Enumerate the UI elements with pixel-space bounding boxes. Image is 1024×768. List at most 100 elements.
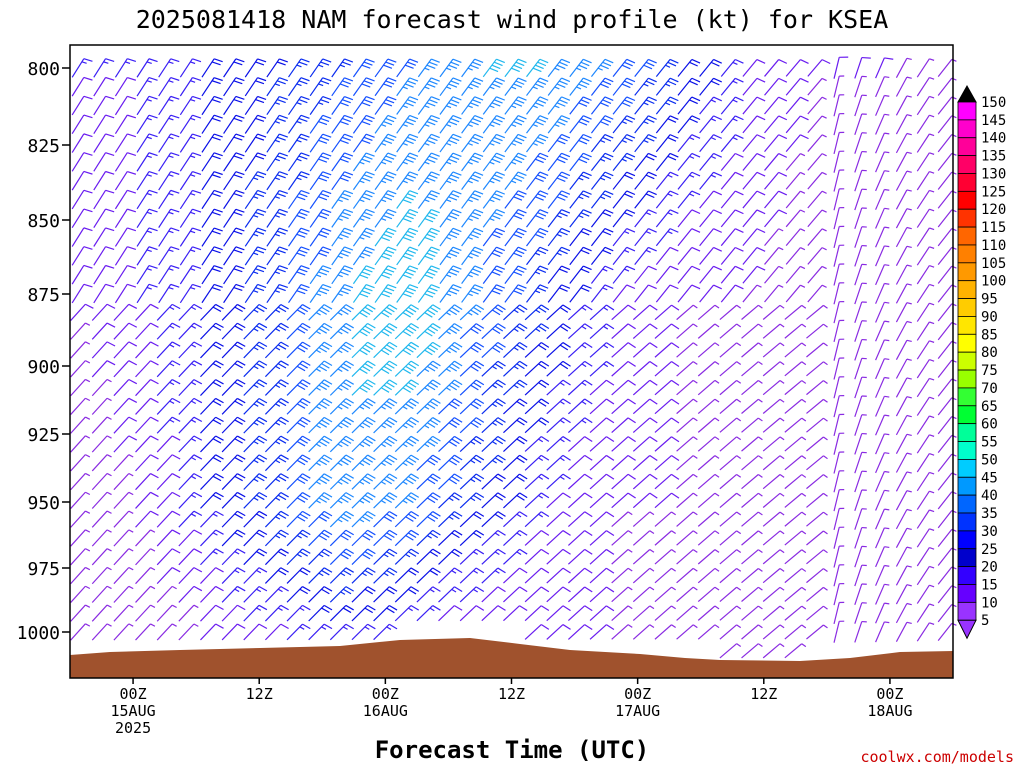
wind-barb xyxy=(547,171,571,190)
wind-barb xyxy=(243,360,268,378)
colorbar-label: 90 xyxy=(981,309,998,325)
wind-barb xyxy=(156,397,181,415)
wind-barb xyxy=(438,473,463,490)
wind-barb xyxy=(288,58,310,78)
wind-barb xyxy=(634,209,657,228)
x-tick-label: 12Z xyxy=(498,685,525,703)
wind-barb xyxy=(807,171,827,190)
wind-barb xyxy=(396,171,419,191)
wind-barb xyxy=(438,511,463,528)
wind-barb xyxy=(459,304,485,321)
wind-barb xyxy=(461,77,484,96)
wind-barb xyxy=(677,265,701,284)
wind-barb xyxy=(503,492,528,509)
wind-barb xyxy=(309,265,332,285)
wind-barb xyxy=(916,171,935,191)
wind-barb xyxy=(526,246,549,266)
wind-barb xyxy=(612,209,636,228)
wind-barb xyxy=(697,379,720,396)
wind-barb xyxy=(546,342,571,358)
colorbar-swatch xyxy=(957,512,977,532)
wind-barb xyxy=(352,208,375,228)
wind-barb xyxy=(833,564,845,587)
wind-barb xyxy=(526,209,549,228)
wind-barb xyxy=(266,265,288,285)
wind-barb xyxy=(481,417,506,434)
wind-barb xyxy=(331,152,354,172)
wind-barb xyxy=(113,604,134,622)
y-tick-label: 975 xyxy=(27,559,60,580)
wind-barb xyxy=(308,473,333,490)
wind-barb xyxy=(286,548,311,566)
wind-barb xyxy=(373,623,398,641)
wind-barb xyxy=(762,455,785,471)
wind-barb xyxy=(352,77,375,97)
wind-barb xyxy=(589,586,615,603)
wind-barb xyxy=(351,454,376,471)
wind-barb xyxy=(546,548,571,565)
wind-barb xyxy=(135,529,156,547)
wind-barb xyxy=(179,152,202,172)
wind-barb xyxy=(764,77,788,96)
wind-barb xyxy=(459,511,485,528)
wind-barb xyxy=(503,304,528,321)
wind-barb xyxy=(331,265,354,285)
wind-barb xyxy=(720,115,744,134)
colorbar-swatch xyxy=(957,316,977,335)
wind-barb xyxy=(762,398,785,414)
wind-barb xyxy=(135,303,159,321)
wind-barb xyxy=(93,208,115,229)
wind-barb xyxy=(136,208,158,228)
wind-barb xyxy=(351,398,376,415)
wind-barb xyxy=(482,77,505,96)
wind-barb xyxy=(266,77,288,97)
wind-barb xyxy=(589,360,615,377)
wind-barb xyxy=(632,549,655,565)
wind-barb xyxy=(482,115,505,134)
wind-barb xyxy=(351,492,376,509)
wind-barb xyxy=(854,526,867,549)
wind-barb xyxy=(286,398,311,415)
wind-barb xyxy=(785,247,806,265)
wind-barb xyxy=(113,435,138,453)
wind-barb xyxy=(875,470,890,492)
wind-barb xyxy=(329,435,354,453)
wind-barb xyxy=(201,114,223,134)
wind-barb xyxy=(875,132,890,154)
wind-barb xyxy=(481,567,506,584)
wind-barb xyxy=(71,133,93,153)
wind-barb xyxy=(612,134,636,153)
wind-barb xyxy=(875,489,890,511)
wind-barb xyxy=(179,189,202,210)
wind-barb xyxy=(135,548,156,566)
wind-barb xyxy=(416,511,441,528)
wind-barb xyxy=(438,605,463,622)
wind-barb xyxy=(396,284,419,303)
colorbar-swatch xyxy=(957,137,977,157)
colorbar-label: 25 xyxy=(981,542,998,558)
wind-barb xyxy=(742,134,766,153)
wind-barb xyxy=(785,153,806,171)
colorbar-swatch xyxy=(957,423,977,442)
wind-barb xyxy=(719,379,742,396)
wind-barb xyxy=(916,584,935,604)
wind-barb xyxy=(697,361,720,377)
wind-barb xyxy=(156,510,181,528)
wind-barb xyxy=(416,454,441,471)
wind-barb xyxy=(833,188,845,211)
wind-barb xyxy=(156,341,181,359)
wind-barb xyxy=(91,585,112,603)
wind-barb xyxy=(374,77,397,97)
wind-barb xyxy=(504,96,527,115)
wind-barb xyxy=(503,454,528,471)
wind-barb xyxy=(288,77,310,97)
wind-barb xyxy=(676,398,698,415)
colorbar-swatch xyxy=(957,601,977,621)
wind-barb xyxy=(136,95,158,116)
wind-barb xyxy=(589,624,615,640)
wind-barb xyxy=(764,134,788,153)
wind-barb xyxy=(895,377,912,398)
colorbar-swatch xyxy=(957,226,977,246)
wind-barb xyxy=(71,246,93,266)
wind-barb xyxy=(70,416,91,434)
